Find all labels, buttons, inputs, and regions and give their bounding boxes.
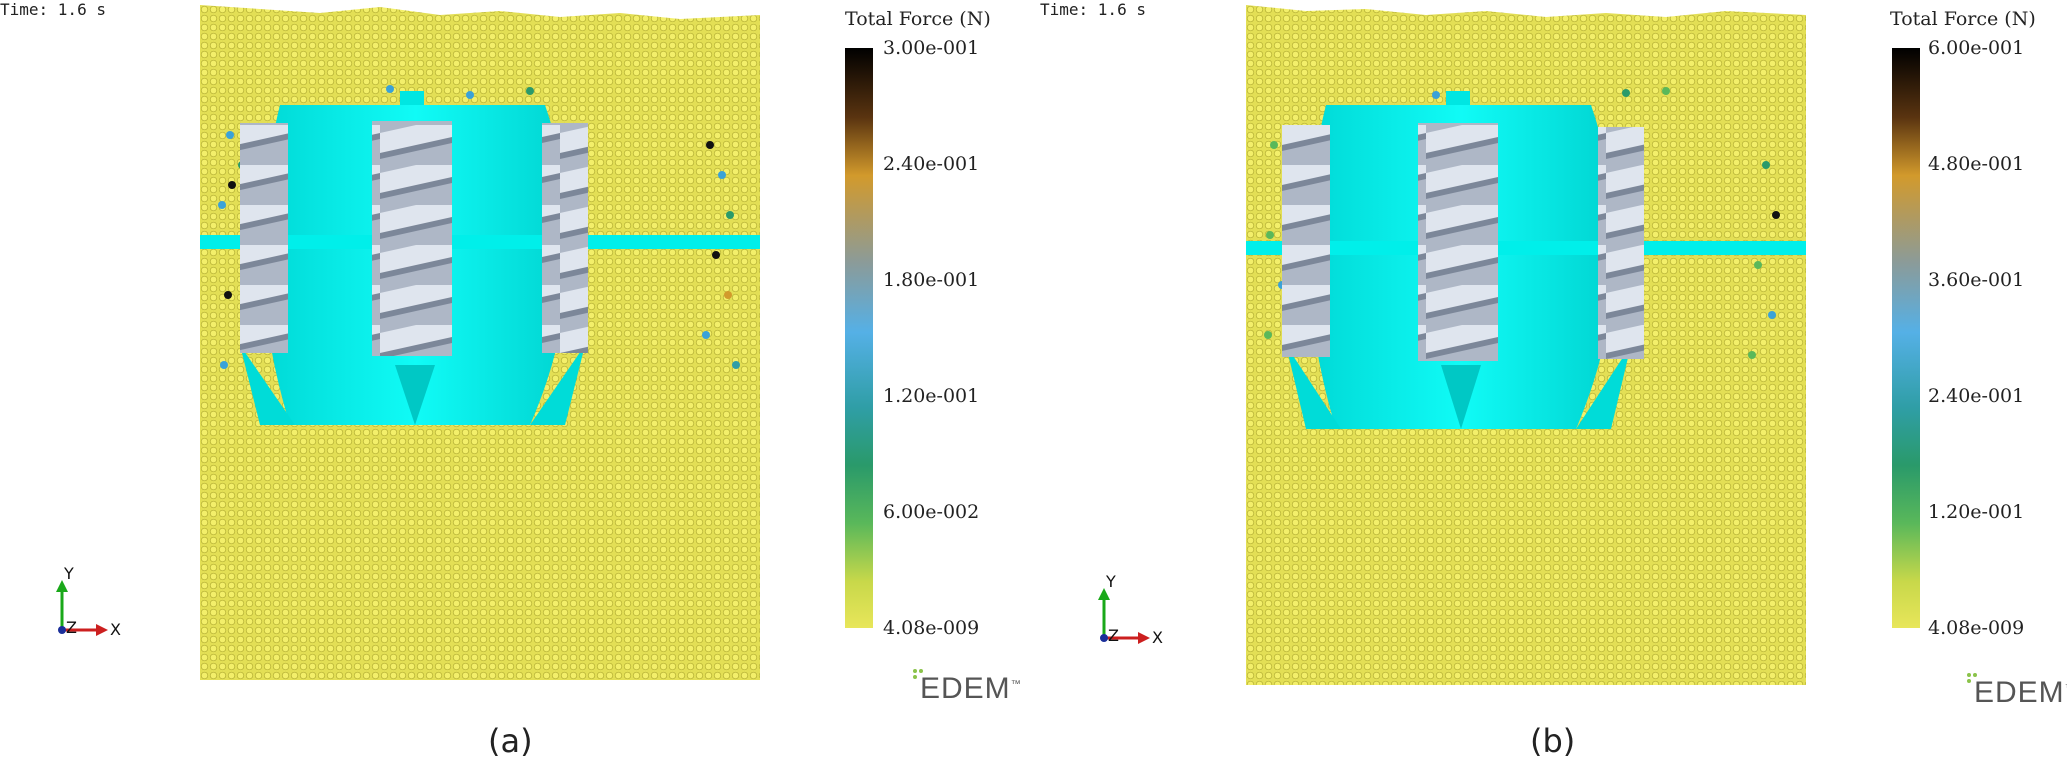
color-legend: Total Force (N) 6.00e-001 4.80e-001 3.60… <box>1890 8 2067 639</box>
time-label: Time: 1.6 s <box>0 0 106 19</box>
screw-center <box>1418 123 1498 361</box>
legend-title: Total Force (N) <box>1890 8 2036 30</box>
axis-triad: Y Z X <box>1092 572 1172 648</box>
tick-label: 2.40e-001 <box>883 153 980 175</box>
axis-triad-icon <box>1098 588 1150 644</box>
logo-tm: ™ <box>2065 683 2067 694</box>
tick-label: 2.40e-001 <box>1928 385 2025 407</box>
panel-caption: (a) <box>488 722 533 760</box>
tick-label: 4.08e-009 <box>883 617 980 639</box>
edem-logo: EDEM™ <box>1967 673 2067 710</box>
simulation-render <box>200 5 760 680</box>
tick-label: 1.20e-001 <box>883 385 980 407</box>
screw-right <box>542 123 588 353</box>
colorbar <box>1892 48 1920 628</box>
axis-triad-icon <box>56 580 108 636</box>
axis-triad: Y Z X <box>50 564 130 640</box>
panel-caption: (b) <box>1530 722 1576 760</box>
screw-center <box>372 121 452 356</box>
tick-label: 6.00e-002 <box>883 501 980 523</box>
logo-dots-icon <box>913 669 923 679</box>
screw-right <box>1598 127 1644 359</box>
color-legend: Total Force (N) 3.00e-001 2.40e-001 1.80… <box>845 8 1025 639</box>
axis-y-label: Y <box>64 564 74 583</box>
tick-label: 1.20e-001 <box>1928 501 2025 523</box>
panel-b: Time: 1.6 s <box>1034 0 2067 771</box>
tick-label: 4.08e-009 <box>1928 617 2025 639</box>
edem-logo: EDEM™ <box>913 669 1022 706</box>
logo-dots-icon <box>1967 673 1977 683</box>
tick-label: 6.00e-001 <box>1928 37 2025 59</box>
colorbar <box>845 48 873 628</box>
axis-x-label: X <box>110 620 121 639</box>
logo-text: EDEM <box>1974 676 2065 709</box>
simulation-render <box>1246 5 1806 685</box>
tick-label: 3.00e-001 <box>883 37 980 59</box>
panel-a: Time: 1.6 s <box>0 0 1025 760</box>
axis-x-label: X <box>1152 628 1163 647</box>
tick-label: 1.80e-001 <box>883 269 980 291</box>
logo-text: EDEM <box>920 672 1011 705</box>
tick-label: 4.80e-001 <box>1928 153 2025 175</box>
axis-z-label: Z <box>1108 626 1119 645</box>
tick-label: 3.60e-001 <box>1928 269 2025 291</box>
logo-tm: ™ <box>1010 679 1022 690</box>
axis-z-label: Z <box>66 618 77 637</box>
screw-left <box>1282 125 1330 357</box>
legend-title: Total Force (N) <box>845 8 991 30</box>
time-label: Time: 1.6 s <box>1040 0 1146 19</box>
screw-left <box>240 123 288 353</box>
axis-y-label: Y <box>1106 572 1116 591</box>
